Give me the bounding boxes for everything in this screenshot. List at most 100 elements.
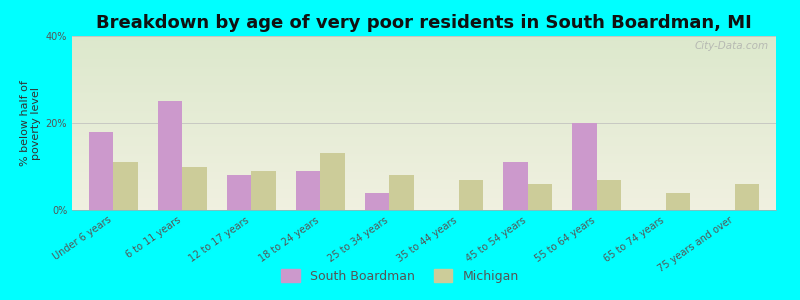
Bar <box>72 182 776 184</box>
Bar <box>72 64 776 66</box>
Bar <box>366 193 390 210</box>
Bar <box>72 45 776 46</box>
Bar <box>72 76 776 78</box>
Bar <box>72 41 776 43</box>
Bar <box>90 132 114 210</box>
Legend: South Boardman, Michigan: South Boardman, Michigan <box>276 264 524 288</box>
Bar <box>72 139 776 140</box>
Bar <box>72 201 776 203</box>
Bar <box>72 125 776 127</box>
Bar <box>158 101 182 210</box>
Bar <box>72 107 776 109</box>
Bar <box>72 205 776 206</box>
Bar <box>72 208 776 210</box>
Bar <box>72 168 776 170</box>
Bar <box>72 154 776 156</box>
Bar <box>458 179 482 210</box>
Bar <box>72 134 776 135</box>
Bar <box>72 80 776 81</box>
Bar <box>72 173 776 175</box>
Bar <box>72 46 776 48</box>
Bar <box>72 175 776 177</box>
Bar <box>72 81 776 83</box>
Bar <box>72 53 776 55</box>
Bar <box>72 128 776 130</box>
Bar <box>72 38 776 40</box>
Bar <box>72 78 776 80</box>
Bar <box>597 179 621 210</box>
Bar <box>72 184 776 186</box>
Bar <box>72 43 776 45</box>
Bar <box>72 86 776 88</box>
Bar <box>72 200 776 201</box>
Bar <box>72 135 776 137</box>
Bar <box>72 189 776 191</box>
Bar <box>72 158 776 160</box>
Bar <box>72 106 776 107</box>
Bar <box>72 127 776 128</box>
Bar <box>72 206 776 208</box>
Bar <box>72 95 776 97</box>
Bar <box>72 151 776 153</box>
Bar <box>72 149 776 151</box>
Bar <box>72 116 776 118</box>
Bar <box>72 140 776 142</box>
Bar <box>72 163 776 165</box>
Bar <box>390 175 414 210</box>
Bar <box>72 161 776 163</box>
Bar <box>666 193 690 210</box>
Bar <box>72 114 776 116</box>
Bar <box>72 66 776 67</box>
Bar <box>72 123 776 125</box>
Bar <box>72 194 776 196</box>
Bar <box>72 60 776 62</box>
Bar <box>72 48 776 50</box>
Bar <box>72 193 776 194</box>
Title: Breakdown by age of very poor residents in South Boardman, MI: Breakdown by age of very poor residents … <box>96 14 752 32</box>
Bar <box>72 118 776 119</box>
Bar <box>72 146 776 147</box>
Bar <box>72 188 776 189</box>
Bar <box>72 160 776 161</box>
Bar <box>72 153 776 154</box>
Bar <box>72 36 776 38</box>
Bar <box>72 191 776 193</box>
Bar <box>182 167 206 210</box>
Bar <box>251 171 276 210</box>
Bar <box>72 55 776 57</box>
Bar <box>72 93 776 95</box>
Bar <box>72 130 776 132</box>
Bar <box>72 71 776 73</box>
Bar <box>72 57 776 58</box>
Bar <box>72 92 776 93</box>
Bar <box>72 147 776 149</box>
Bar <box>72 69 776 71</box>
Bar <box>72 83 776 85</box>
Bar <box>72 119 776 121</box>
Bar <box>72 88 776 90</box>
Bar <box>72 132 776 134</box>
Bar <box>72 100 776 102</box>
Bar <box>321 154 345 210</box>
Bar <box>72 52 776 53</box>
Y-axis label: % below half of
poverty level: % below half of poverty level <box>20 80 42 166</box>
Bar <box>527 184 552 210</box>
Bar <box>72 156 776 158</box>
Bar <box>72 198 776 200</box>
Bar <box>72 167 776 168</box>
Bar <box>227 175 251 210</box>
Bar <box>72 142 776 144</box>
Bar <box>72 179 776 180</box>
Bar <box>72 85 776 86</box>
Bar <box>72 203 776 205</box>
Bar <box>72 58 776 60</box>
Bar <box>72 99 776 100</box>
Bar <box>72 177 776 179</box>
Bar <box>72 144 776 146</box>
Bar <box>72 97 776 99</box>
Bar <box>72 40 776 41</box>
Bar <box>72 180 776 182</box>
Bar <box>72 172 776 173</box>
Bar <box>72 112 776 114</box>
Bar <box>72 73 776 74</box>
